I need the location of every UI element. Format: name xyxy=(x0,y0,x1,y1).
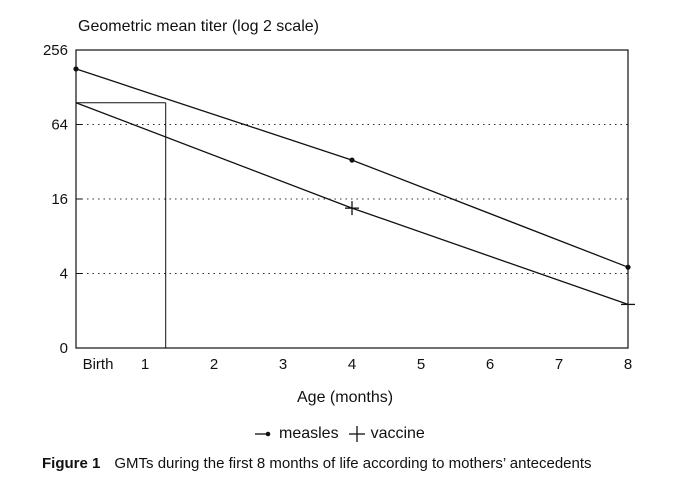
figure-label: Figure 1 xyxy=(42,455,101,472)
x-tick-label: Birth xyxy=(83,356,114,373)
y-tick-label: 16 xyxy=(51,191,68,208)
x-tick-label: 7 xyxy=(555,356,563,373)
y-axis-label: Geometric mean titer (log 2 scale) xyxy=(78,18,319,35)
x-tick-label: 2 xyxy=(210,356,218,373)
x-axis-label: Age (months) xyxy=(297,389,394,406)
legend: measles vaccine xyxy=(253,425,433,443)
measles-marker-icon xyxy=(255,431,271,437)
x-tick-label: 6 xyxy=(486,356,494,373)
data-point-measles xyxy=(349,157,355,163)
legend-label-vaccine: vaccine xyxy=(370,425,425,442)
data-point-vaccine xyxy=(345,201,359,216)
caption-text: GMTs during the first 8 months of life a… xyxy=(114,455,592,472)
x-tick-label: 1 xyxy=(141,356,149,373)
data-point-measles xyxy=(73,66,79,72)
x-tick-label: 4 xyxy=(348,356,356,373)
x-tick-label: 5 xyxy=(417,356,425,373)
y-tick-label: 64 xyxy=(51,117,68,134)
legend-label-measles: measles xyxy=(279,425,339,442)
y-tick-label: 256 xyxy=(43,42,68,59)
figure-caption: Figure 1 GMTs during the first 8 months o… xyxy=(42,455,592,472)
vaccine-marker-icon xyxy=(348,426,365,442)
y-tick-label: 0 xyxy=(60,340,68,357)
legend-item-vaccine: vaccine xyxy=(347,425,425,443)
y-tick-label: 4 xyxy=(60,266,68,283)
legend-item-measles: measles xyxy=(253,425,339,443)
x-tick-label: 3 xyxy=(279,356,287,373)
series-line-measles xyxy=(75,68,629,268)
data-point-measles xyxy=(625,264,631,270)
x-tick-label: 8 xyxy=(624,356,632,373)
